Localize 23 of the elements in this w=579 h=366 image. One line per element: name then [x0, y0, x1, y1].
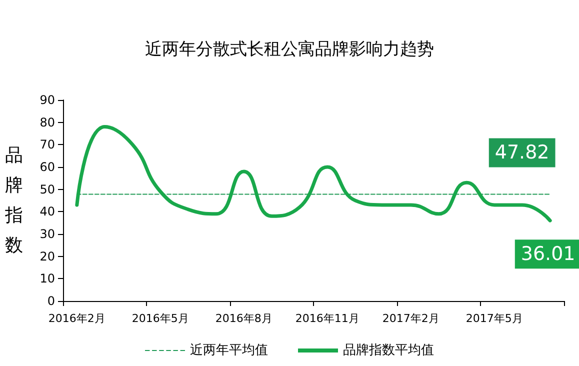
x-tick-label: 2016年2月	[48, 312, 106, 325]
y-tick-label: 60	[40, 160, 55, 174]
y-tick-label: 30	[40, 227, 55, 241]
data-label: 36.01	[520, 243, 576, 266]
x-tick-label: 2016年11月	[295, 312, 360, 325]
line-series	[75, 125, 552, 222]
x-tick-label: 2016年5月	[132, 312, 189, 325]
y-tick-label: 40	[40, 204, 55, 219]
y-tick-label: 20	[40, 249, 55, 264]
y-tick-label: 80	[40, 115, 55, 130]
chart-title: 近两年分散式长租公寓品牌影响力趋势	[145, 40, 434, 60]
x-tick-label: 2017年5月	[466, 312, 523, 325]
y-tick-label: 10	[40, 272, 55, 286]
legend-label: 近两年平均值	[190, 343, 268, 358]
x-tick-label: 2016年8月	[215, 312, 272, 325]
y-tick-label: 50	[40, 182, 55, 196]
y-tick-label: 90	[40, 93, 55, 107]
legend-label: 品牌指数平均值	[343, 343, 434, 358]
y-tick-label: 70	[40, 138, 55, 152]
y-tick-label: 0	[47, 294, 55, 308]
data-label: 47.82	[494, 142, 550, 164]
y-axis-title: 品牌指数	[4, 145, 23, 256]
x-tick-label: 2017年2月	[382, 312, 440, 325]
